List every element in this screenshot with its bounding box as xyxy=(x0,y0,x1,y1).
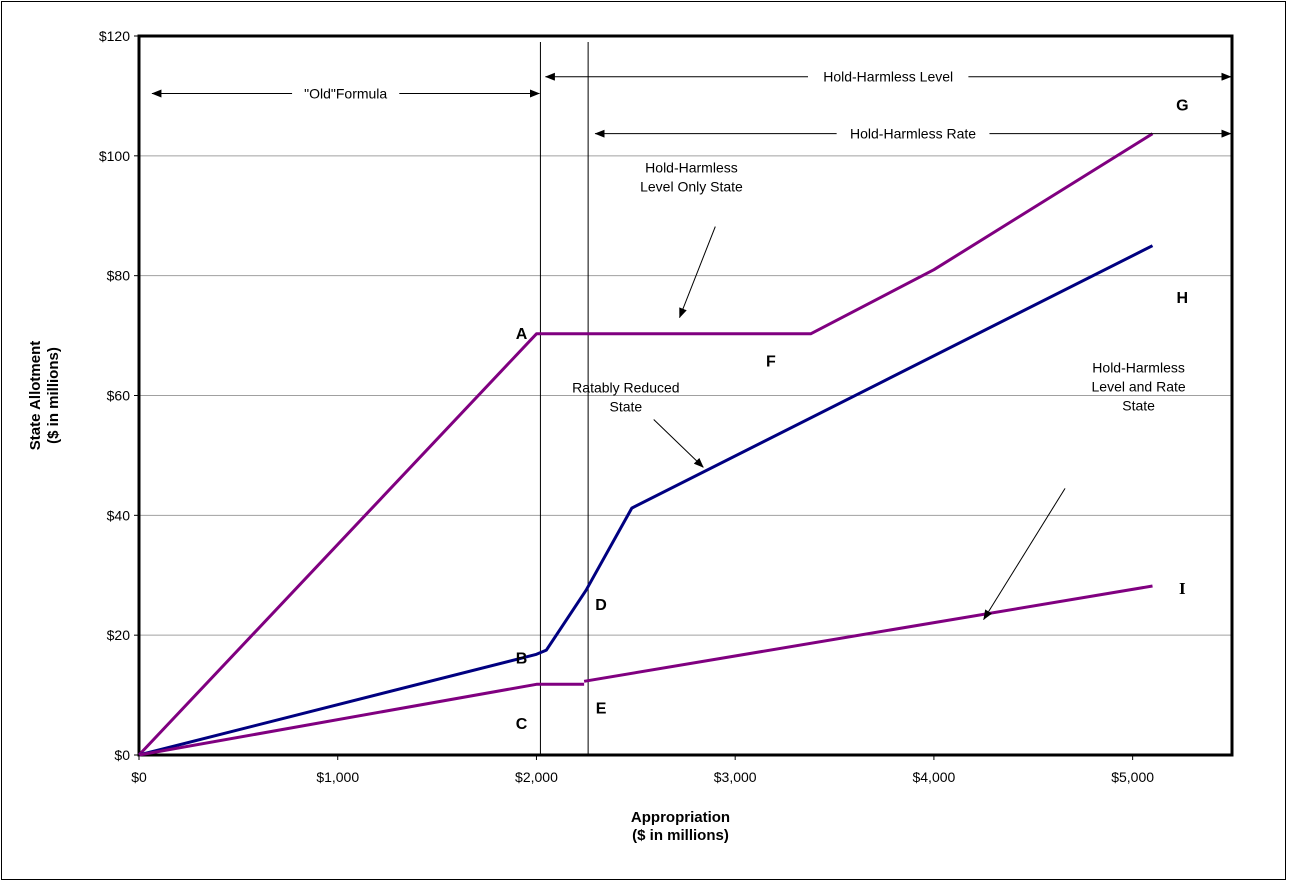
point-labels: A B C D E F G H I xyxy=(516,97,1189,733)
range-arrow-label: Hold-Harmless Level xyxy=(823,69,953,85)
annotation-arrow xyxy=(983,488,1066,621)
point-label-h: H xyxy=(1177,290,1189,307)
x-tick-label: $1,000 xyxy=(316,769,359,785)
point-label-b: B xyxy=(516,650,528,667)
gridlines xyxy=(139,155,1232,636)
axes: $0 $20 $40 $60 $80 $100 $120 $0 $1,000 $2,000 $3,0… xyxy=(27,28,1154,844)
point-label-d: D xyxy=(595,597,607,614)
range-arrow-label: "Old"Formula xyxy=(304,86,387,102)
x-axis-title: Appropriation xyxy=(631,809,730,826)
annotations: Hold-Harmless Level Only State Ratably Red… xyxy=(572,160,1186,621)
annotation-arrow xyxy=(679,226,716,319)
annotation-text: Ratably Reduced xyxy=(572,380,679,396)
y-tick-label: $80 xyxy=(107,268,131,284)
series-line-ratably_reduced xyxy=(138,244,1154,757)
annotation-text: State xyxy=(1122,398,1155,414)
point-label-a: A xyxy=(516,326,528,343)
point-label-g: G xyxy=(1176,97,1188,114)
annotation-arrow xyxy=(653,419,704,468)
annotation-text: Hold-Harmless xyxy=(1092,360,1185,376)
y-tick-label: $0 xyxy=(114,747,130,763)
range-arrows: "Old"Formula Hold-Harmless Level Hold-Harm… xyxy=(151,69,1232,142)
series-line-hh_level_and_rate xyxy=(583,584,1153,683)
threshold-lines xyxy=(539,42,589,755)
series-lines xyxy=(137,132,1154,757)
point-label-c: C xyxy=(516,716,528,733)
annotation-text: Level and Rate xyxy=(1092,379,1186,395)
series-line-hh_level_only xyxy=(137,132,1154,757)
x-tick-label: $2,000 xyxy=(515,769,558,785)
y-tick-label: $40 xyxy=(107,507,131,523)
x-axis-title: ($ in millions) xyxy=(632,827,729,844)
annotation-text: Level Only State xyxy=(640,179,743,195)
x-tick-label: $5,000 xyxy=(1111,769,1154,785)
y-axis-title: ($ in millions) xyxy=(45,347,62,444)
range-arrow-label: Hold-Harmless Rate xyxy=(850,126,976,142)
series-line-hh_level_and_rate xyxy=(138,682,585,757)
y-tick-label: $60 xyxy=(107,388,131,404)
point-label-f: F xyxy=(766,354,776,371)
y-tick-label: $100 xyxy=(99,148,130,164)
point-label-i: I xyxy=(1179,579,1186,598)
y-axis-title: State Allotment xyxy=(27,341,44,450)
x-tick-label: $3,000 xyxy=(714,769,757,785)
y-tick-label: $120 xyxy=(99,28,130,44)
annotation-text: State xyxy=(610,399,643,415)
annotation-text: Hold-Harmless xyxy=(645,160,738,176)
x-tick-label: $4,000 xyxy=(912,769,955,785)
point-label-e: E xyxy=(596,701,607,718)
y-tick-label: $20 xyxy=(107,627,131,643)
x-tick-label: $0 xyxy=(131,769,147,785)
